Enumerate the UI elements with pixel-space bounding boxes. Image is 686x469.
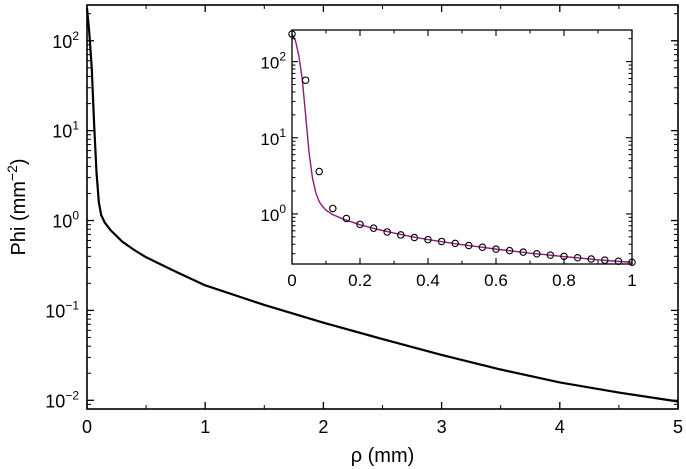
main-x-tick-label: 0 bbox=[82, 417, 92, 437]
inset-markers bbox=[288, 30, 636, 266]
inset-data-point bbox=[342, 214, 351, 223]
inset-data-point bbox=[424, 235, 432, 244]
inset-background bbox=[292, 30, 632, 264]
inset-data-point bbox=[397, 231, 405, 239]
main-x-tick-label: 4 bbox=[555, 417, 565, 437]
inset-x-tick-label: 0.2 bbox=[348, 271, 372, 290]
inset-series-line bbox=[291, 33, 633, 263]
inset-x-tick-label: 1 bbox=[627, 271, 636, 290]
main-y-tick-label: 102 bbox=[52, 29, 79, 52]
inset-y-axis: 102 101 100 bbox=[260, 38, 632, 255]
inset-data-point bbox=[301, 76, 310, 84]
main-y-tick-label: 101 bbox=[52, 119, 79, 142]
inset-data-point bbox=[533, 249, 541, 258]
main-plot: 0 1 2 3 4 5 102 101 100 10−1 10−2 ρ (mm) Phi (mm−… bbox=[4, 4, 683, 467]
inset-data-point bbox=[505, 246, 514, 255]
inset-data-point bbox=[410, 233, 419, 242]
inset-data-point bbox=[383, 228, 391, 236]
inset-plot: 0 0.2 0.4 0.6 0.8 1 102 101 100 bbox=[260, 29, 637, 290]
inset-data-point bbox=[329, 204, 337, 213]
inset-data-point bbox=[587, 255, 595, 263]
inset-x-tick-label: 0.8 bbox=[552, 271, 576, 290]
main-y-axis: 102 101 100 10−1 10−2 bbox=[45, 13, 678, 411]
main-x-axis: 0 1 2 3 4 5 bbox=[82, 5, 683, 437]
inset-data-point bbox=[478, 243, 487, 252]
main-y-axis-label: Phi (mm−2) bbox=[4, 158, 30, 255]
main-y-tick-label: 10−1 bbox=[45, 298, 79, 321]
main-x-tick-label: 3 bbox=[437, 417, 447, 437]
inset-x-tick-label: 0 bbox=[287, 271, 296, 290]
inset-y-tick-label: 101 bbox=[260, 126, 286, 149]
inset-data-point bbox=[519, 248, 527, 256]
inset-y-tick-label: 102 bbox=[260, 50, 286, 73]
inset-data-point bbox=[437, 237, 446, 246]
main-y-tick-label: 100 bbox=[52, 209, 79, 232]
main-series-line bbox=[85, 8, 679, 403]
inset-data-point bbox=[492, 245, 500, 253]
inset-data-point bbox=[465, 241, 473, 250]
main-x-tick-label: 2 bbox=[318, 417, 328, 437]
inset-data-point bbox=[546, 251, 555, 259]
inset-data-point bbox=[315, 167, 323, 176]
inset-x-tick-label: 0.6 bbox=[484, 271, 508, 290]
main-x-tick-label: 5 bbox=[673, 417, 683, 437]
inset-x-tick-label: 0.4 bbox=[416, 271, 440, 290]
inset-y-tick-label: 100 bbox=[260, 202, 286, 225]
main-x-tick-label: 1 bbox=[200, 417, 210, 437]
inset-data-point bbox=[451, 239, 459, 248]
main-x-axis-label: ρ (mm) bbox=[351, 445, 415, 467]
inset-data-point bbox=[573, 253, 582, 262]
inset-data-point bbox=[356, 220, 364, 229]
main-y-tick-label: 10−2 bbox=[45, 388, 79, 411]
inset-data-point bbox=[369, 224, 378, 232]
inset-x-axis: 0 0.2 0.4 0.6 0.8 1 bbox=[287, 30, 637, 290]
